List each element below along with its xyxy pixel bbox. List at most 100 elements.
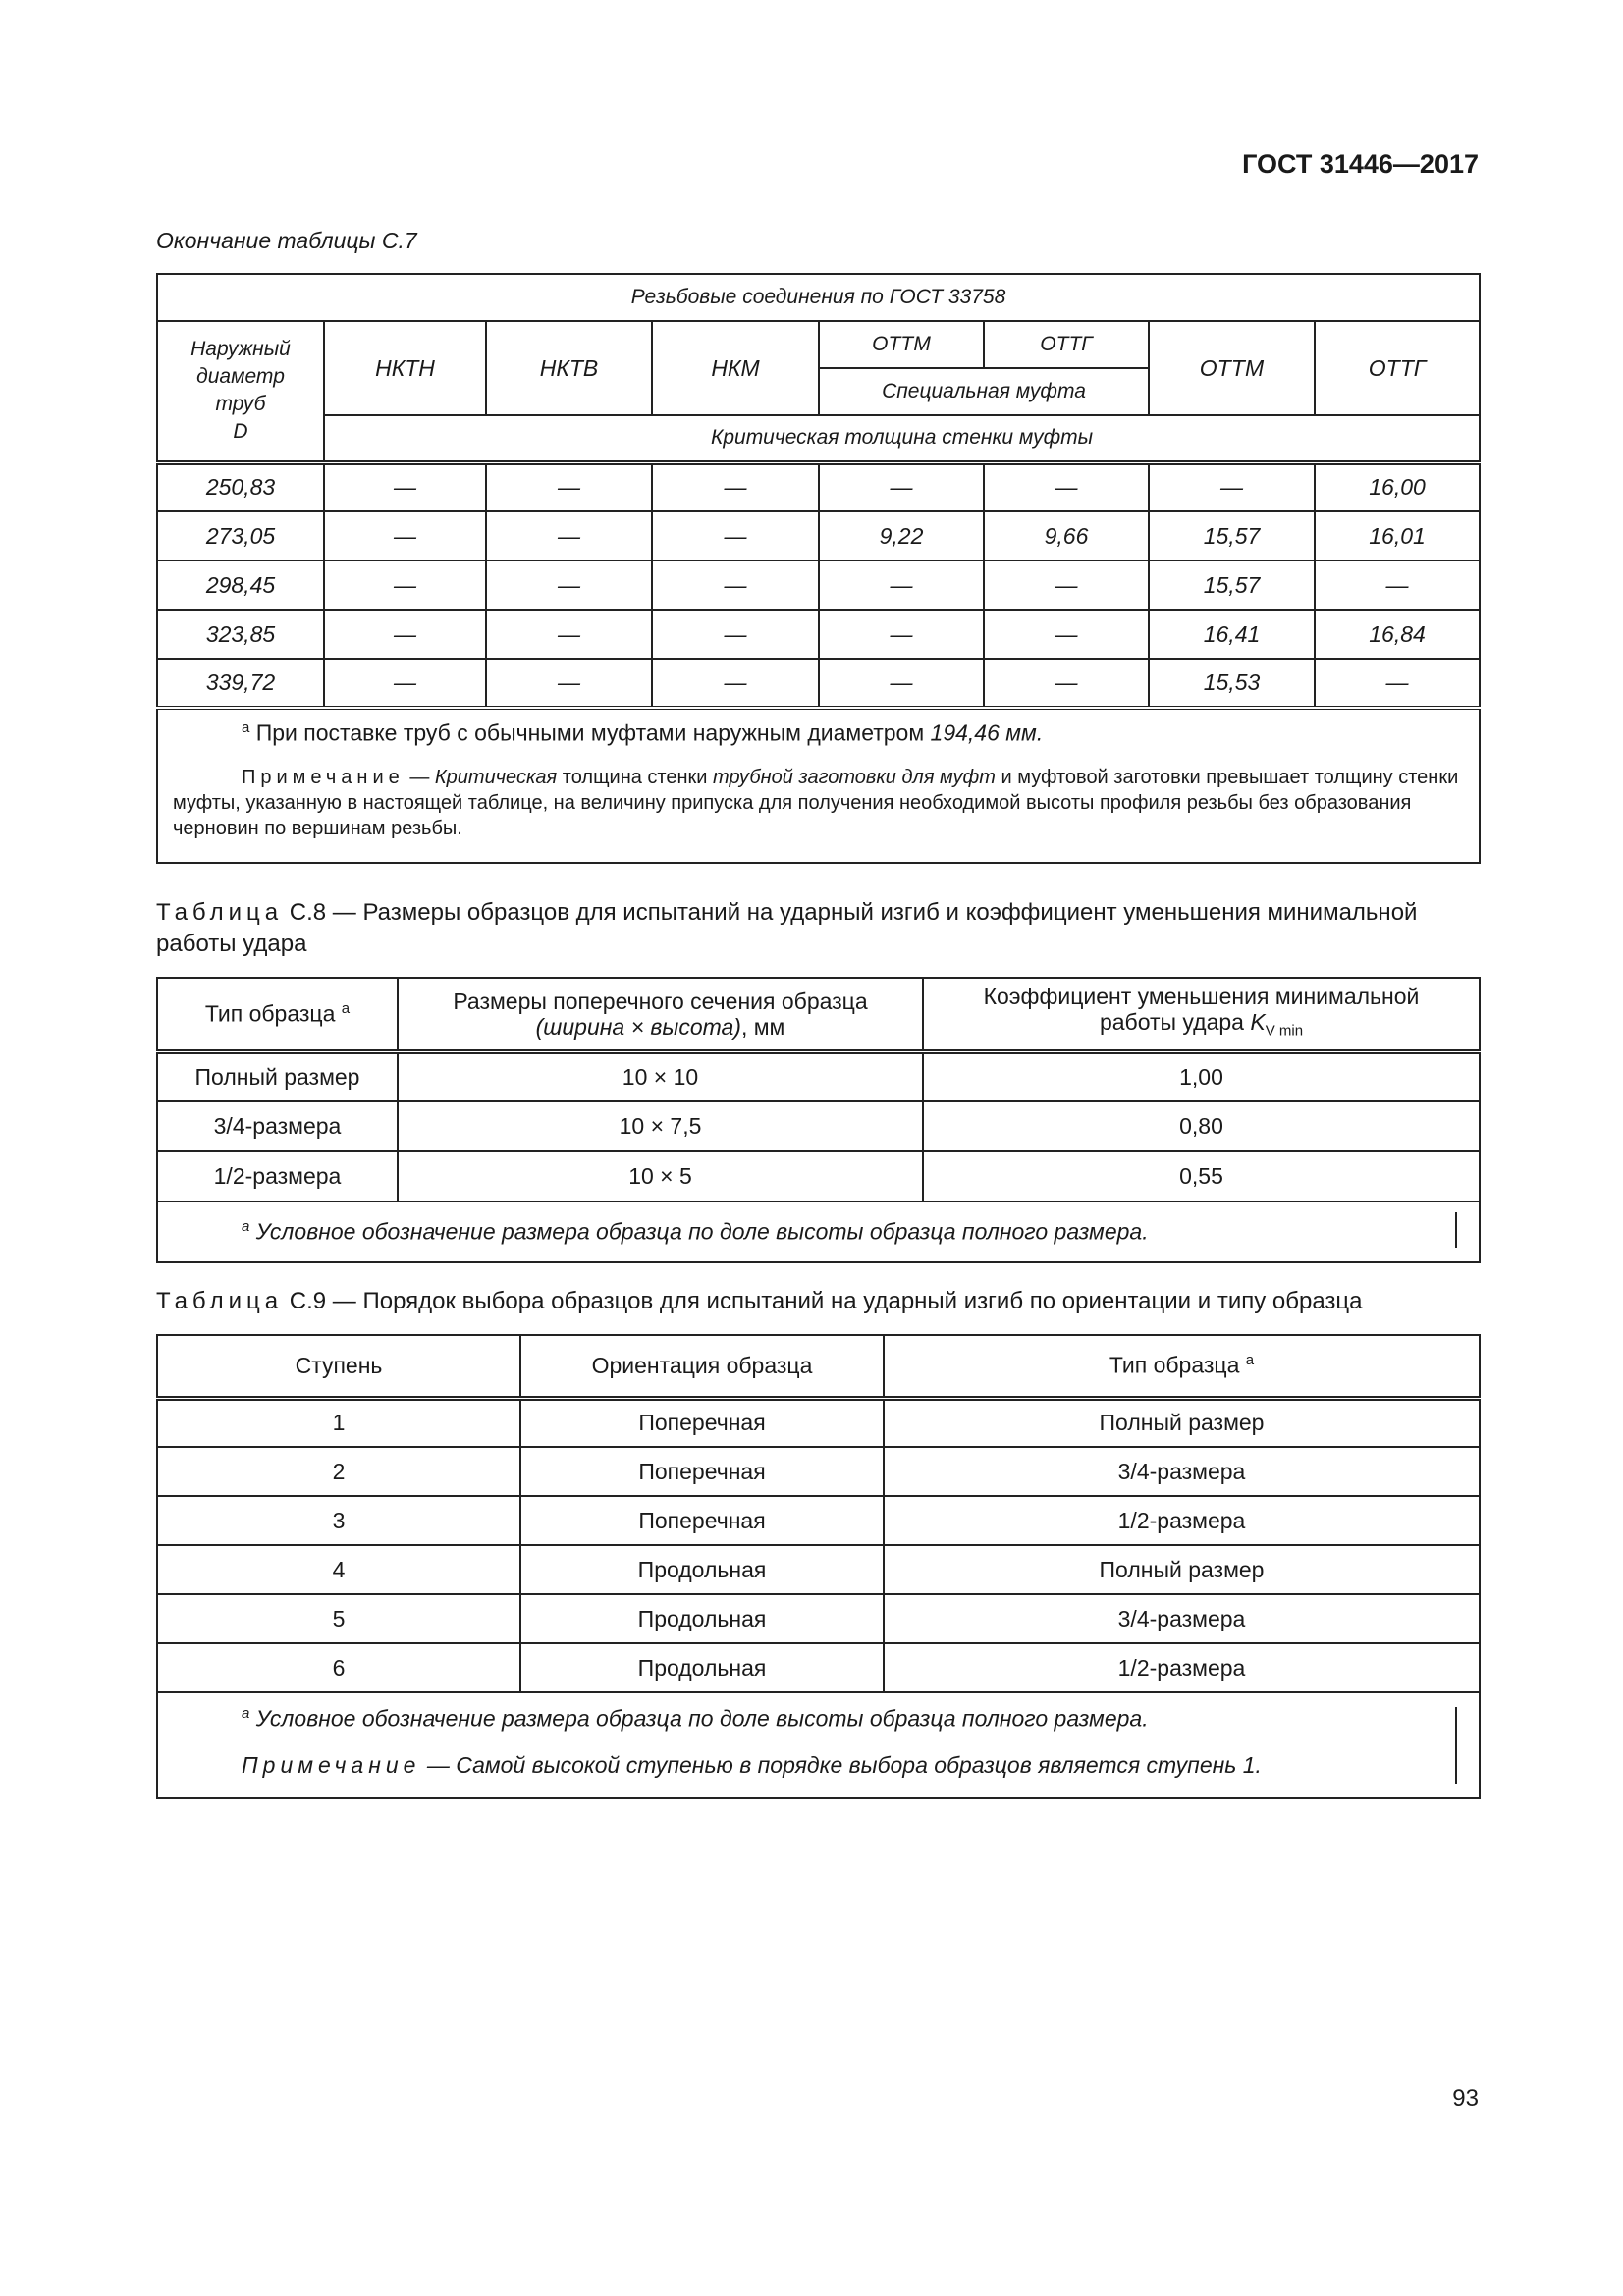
table-cell: —: [983, 461, 1150, 512]
table-c9-caption: Таблица С.9 — Порядок выбора образцов дл…: [156, 1286, 1482, 1317]
footnote-text: Условное обозначение размера образца по …: [255, 1705, 1149, 1732]
note: Примечание — Критическая толщина стенки …: [173, 766, 1459, 839]
table-cell: 0,55: [922, 1150, 1481, 1202]
change-bar: [1455, 1212, 1457, 1248]
table-cell: 10 × 10: [397, 1050, 924, 1102]
table-cell: —: [323, 560, 487, 611]
table-cell: 298,45: [156, 560, 325, 611]
footnote-mark: a: [242, 720, 250, 736]
table-c8-caption: Таблица С.8 — Размеры образцов для испыт…: [156, 897, 1482, 960]
table-cell: 10 × 7,5: [397, 1100, 924, 1152]
table-cell: —: [1148, 461, 1316, 512]
note: Примечание — Самой высокой ступенью в по…: [242, 1752, 1459, 1779]
table-cell: —: [651, 510, 820, 561]
table-cell: 3/4-размера: [156, 1100, 399, 1152]
col-header: ОТТГ: [983, 320, 1150, 369]
table-cell: —: [485, 510, 653, 561]
table-row: 250,83— — — — — —16,00: [156, 461, 1482, 512]
table-row: 6 Продольная 1/2-размера: [156, 1642, 1481, 1693]
table-cell: Поперечная: [519, 1495, 885, 1546]
table-row: 3/4-размера 10 × 7,5 0,80: [156, 1100, 1481, 1152]
table-row: 298,45— — — — —15,57—: [156, 560, 1482, 611]
note-label: Примечание: [242, 766, 405, 788]
header-type-text: Тип образца: [1109, 1353, 1240, 1379]
table-cell: 15,53: [1148, 658, 1316, 709]
table-cell: 1/2-размера: [883, 1495, 1481, 1546]
footnote-text: При поставке труб с обычными муфтами нар…: [255, 720, 925, 746]
table-cell: —: [323, 658, 487, 709]
table-row: 5 Продольная 3/4-размера: [156, 1593, 1481, 1644]
table-cell: —: [323, 510, 487, 561]
table-row: 339,72— — — — —15,53—: [156, 658, 1482, 709]
table-row: Полный размер 10 × 10 1,00: [156, 1050, 1481, 1102]
footnote-value: 194,46 мм.: [930, 720, 1044, 746]
table-cell: —: [323, 461, 487, 512]
table-cell: —: [485, 461, 653, 512]
table-cell: 3/4-размера: [883, 1593, 1481, 1644]
table-cell: 1/2-размера: [156, 1150, 399, 1202]
table-cell: 9,66: [983, 510, 1150, 561]
col-header: ОТТМ: [818, 320, 985, 369]
table-cell: Поперечная: [519, 1397, 885, 1448]
col-header: ОТТГ: [1313, 320, 1482, 416]
caption-text: С.9 — Порядок выбора образцов для испыта…: [289, 1288, 1363, 1314]
table-cell: —: [651, 609, 820, 660]
diameter-header-l3: труб: [215, 393, 266, 416]
col-header: НКТВ: [485, 320, 653, 416]
table-cell: —: [651, 560, 820, 611]
note-part: толщина стенки: [562, 766, 708, 788]
col-header: ОТТМ: [1148, 320, 1316, 416]
header-step: Ступень: [156, 1334, 521, 1401]
table-cell: 250,83: [156, 461, 325, 512]
table-cell: 1,00: [922, 1050, 1481, 1102]
table-cell: 273,05: [156, 510, 325, 561]
table-cell: Полный размер: [883, 1397, 1481, 1448]
header-orientation: Ориентация образца: [519, 1334, 885, 1401]
table-cell: —: [818, 609, 985, 660]
table-cell: —: [818, 461, 985, 512]
table-cell: —: [983, 658, 1150, 709]
header-type: Тип образца a: [883, 1334, 1481, 1401]
table-c8: Тип образца a Размеры поперечного сечени…: [156, 977, 1481, 1263]
table-cell: Поперечная: [519, 1446, 885, 1497]
table-cell: 9,22: [818, 510, 985, 561]
table-cell: 323,85: [156, 609, 325, 660]
table-cell: —: [818, 560, 985, 611]
col-header: НКТН: [323, 320, 487, 416]
table-cell: 5: [156, 1593, 521, 1644]
caption-label: Таблица: [156, 1288, 284, 1314]
table-row: 2 Поперечная 3/4-размера: [156, 1446, 1481, 1497]
table-cell: 15,57: [1148, 510, 1316, 561]
table-cell: 0,80: [922, 1100, 1481, 1152]
table-cell: —: [818, 658, 985, 709]
header-size-l1: Размеры поперечного сечения образца: [453, 988, 868, 1014]
group-title: Резьбовые соединения по ГОСТ 33758: [155, 273, 1482, 322]
table-c9-footer: a Условное обозначение размера образца п…: [156, 1691, 1481, 1799]
footnote-mark: a: [1245, 1352, 1255, 1369]
document-number: ГОСТ 31446—2017: [1242, 149, 1479, 179]
header-coef: Коэффициент уменьшения минимальной работы…: [922, 977, 1481, 1054]
footnote-mark: a: [242, 1705, 250, 1722]
table-cell: 16,00: [1313, 461, 1482, 512]
table-row: 4 Продольная Полный размер: [156, 1544, 1481, 1595]
table-cell: Продольная: [519, 1544, 885, 1595]
table-cell: 1/2-размера: [883, 1642, 1481, 1693]
table-cell: —: [1313, 560, 1482, 611]
table-cell: 16,84: [1313, 609, 1482, 660]
table-row: 1 Поперечная Полный размер: [156, 1397, 1481, 1448]
table-cell: 2: [156, 1446, 521, 1497]
table-cell: —: [485, 609, 653, 660]
header-type-text: Тип образца: [204, 1000, 336, 1027]
caption-label: Таблица: [156, 899, 284, 926]
table-cell: —: [485, 658, 653, 709]
diameter-header-l2: диаметр: [196, 365, 285, 389]
footnote-mark: a: [341, 999, 351, 1017]
header-type: Тип образца a: [156, 977, 399, 1054]
table-cell: 3: [156, 1495, 521, 1546]
subtitle-header: Критическая толщина стенки муфты: [322, 414, 1482, 465]
table-cell: 10 × 5: [397, 1150, 924, 1202]
note-part: и муфтовой заготовки превышает толщину с…: [173, 766, 1459, 839]
table-cell: Полный размер: [883, 1544, 1481, 1595]
table-cell: 339,72: [156, 658, 325, 709]
col-header: НКМ: [651, 320, 820, 416]
